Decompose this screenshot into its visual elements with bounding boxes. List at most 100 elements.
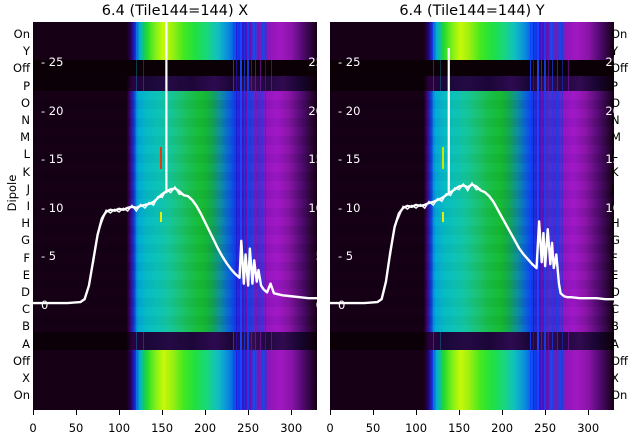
x-tick-label: 200	[491, 421, 514, 435]
category-label: On	[13, 388, 30, 403]
category-label: F	[23, 250, 30, 265]
category-label: A	[611, 336, 619, 351]
x-tick-mark	[373, 410, 375, 415]
category-label: B	[22, 319, 30, 334]
x-tick-mark	[459, 410, 461, 415]
y-tick-label-left: - 15	[41, 152, 64, 167]
x-tick-mark	[119, 410, 121, 415]
heatmap-band	[33, 332, 317, 350]
y-tick-label-left: - 5	[338, 249, 354, 264]
x-tick-label: 200	[194, 421, 217, 435]
category-label: Off	[611, 353, 628, 368]
heatmap-band	[330, 350, 614, 410]
x-tick-mark	[76, 410, 78, 415]
x-tick-label: 50	[68, 421, 84, 435]
y-tick-label-right: 25	[308, 55, 317, 69]
category-label: L	[611, 147, 618, 162]
panel-y-title: 6.4 (Tile144=144) Y	[399, 3, 545, 19]
category-label: On	[611, 388, 628, 403]
x-tick-mark	[205, 410, 207, 415]
category-label: F	[611, 250, 618, 265]
y-tick-label-left: - 5	[41, 249, 57, 264]
category-label: I	[26, 199, 30, 213]
data-marker	[441, 211, 444, 223]
x-tick-label: 250	[534, 421, 557, 435]
x-tick-label: 300	[577, 421, 600, 435]
x-tick-label: 0	[29, 421, 37, 435]
x-tick-mark	[330, 410, 331, 415]
x-tick-label: 100	[405, 421, 428, 435]
category-label: H	[611, 216, 620, 231]
x-tick-label: 0	[326, 421, 334, 435]
x-tick-label: 300	[280, 421, 303, 435]
y-tick-label-left: - 10	[41, 200, 64, 215]
amplitude-trace	[330, 48, 614, 305]
x-tick-label: 50	[365, 421, 381, 435]
x-tick-label: 250	[237, 421, 260, 435]
x-axis-panel-x: 0 50 100 150 200 250 300	[29, 410, 317, 440]
category-label: K	[22, 164, 30, 179]
x-tick-mark	[545, 410, 547, 415]
category-label: M	[611, 130, 621, 145]
data-marker	[160, 211, 163, 223]
y-tick-label-left: - 25	[41, 55, 64, 69]
x-tick-mark	[33, 410, 34, 415]
y-tick-label-left: - 20	[338, 103, 361, 118]
category-label: P	[23, 78, 30, 93]
category-label: Y	[22, 44, 30, 59]
category-label: Off	[13, 353, 30, 368]
category-label: C	[21, 302, 30, 317]
amplitude-trace	[33, 22, 317, 305]
category-label: H	[21, 216, 30, 231]
heatmap-panel-y[interactable]: - 25 25 - 20 20 - 15 15 - 10 10 - 5 5 0 0	[330, 22, 614, 410]
category-label: D	[611, 285, 620, 299]
y-tick-label-right: 10	[308, 200, 317, 215]
heatmap-band	[33, 76, 317, 91]
category-label: Y	[611, 44, 619, 59]
category-label: C	[611, 302, 620, 317]
heatmap-band	[330, 76, 614, 91]
category-label: O	[611, 95, 621, 110]
y-tick-label-left: - 25	[338, 55, 361, 69]
x-tick-mark	[588, 410, 590, 415]
category-label: N	[611, 113, 620, 127]
category-label: On	[13, 27, 30, 41]
category-label: I	[611, 199, 615, 213]
category-label: E	[22, 267, 30, 282]
category-label: B	[611, 319, 619, 334]
panel-x-title: 6.4 (Tile144=144) X	[101, 3, 249, 19]
heatmap-band	[330, 60, 614, 76]
category-label: J	[611, 181, 615, 196]
data-marker	[441, 146, 444, 169]
x-tick-mark	[248, 410, 250, 415]
y-tick-label-right: 5	[316, 250, 317, 262]
y-tick-label-right: 0	[613, 299, 614, 311]
category-label: Off	[611, 61, 628, 76]
category-label: N	[21, 113, 30, 127]
category-label: D	[21, 285, 30, 299]
category-label: M	[20, 130, 30, 145]
heatmap-band	[33, 350, 317, 410]
category-label: L	[23, 147, 30, 162]
y-tick-label-right: 25	[605, 55, 614, 69]
y-tick-label-right: 0	[316, 299, 317, 311]
category-label: Off	[13, 61, 30, 76]
heatmap-panel-x[interactable]: - 25 25 - 20 20 - 15 15 - 10 10 - 5 5 0 0	[33, 22, 317, 410]
category-label: X	[22, 371, 30, 385]
category-label: O	[20, 95, 30, 110]
y-tick-label-right: 20	[605, 103, 614, 118]
x-tick-label: 150	[151, 421, 174, 435]
y-tick-label-left: - 10	[338, 200, 361, 215]
category-label: P	[611, 78, 618, 93]
data-marker	[160, 146, 163, 169]
y-tick-label-left: - 15	[338, 152, 361, 167]
heatmap-band	[330, 332, 614, 350]
category-label: X	[611, 371, 619, 385]
x-axis-panel-y: 0 50 100 150 200 250 300	[326, 410, 614, 440]
heatmap-band	[330, 22, 614, 60]
y-tick-label-right: 15	[605, 152, 614, 167]
category-label: G	[21, 233, 30, 248]
category-label: J	[26, 181, 30, 196]
y-tick-label-right: 10	[605, 200, 614, 215]
